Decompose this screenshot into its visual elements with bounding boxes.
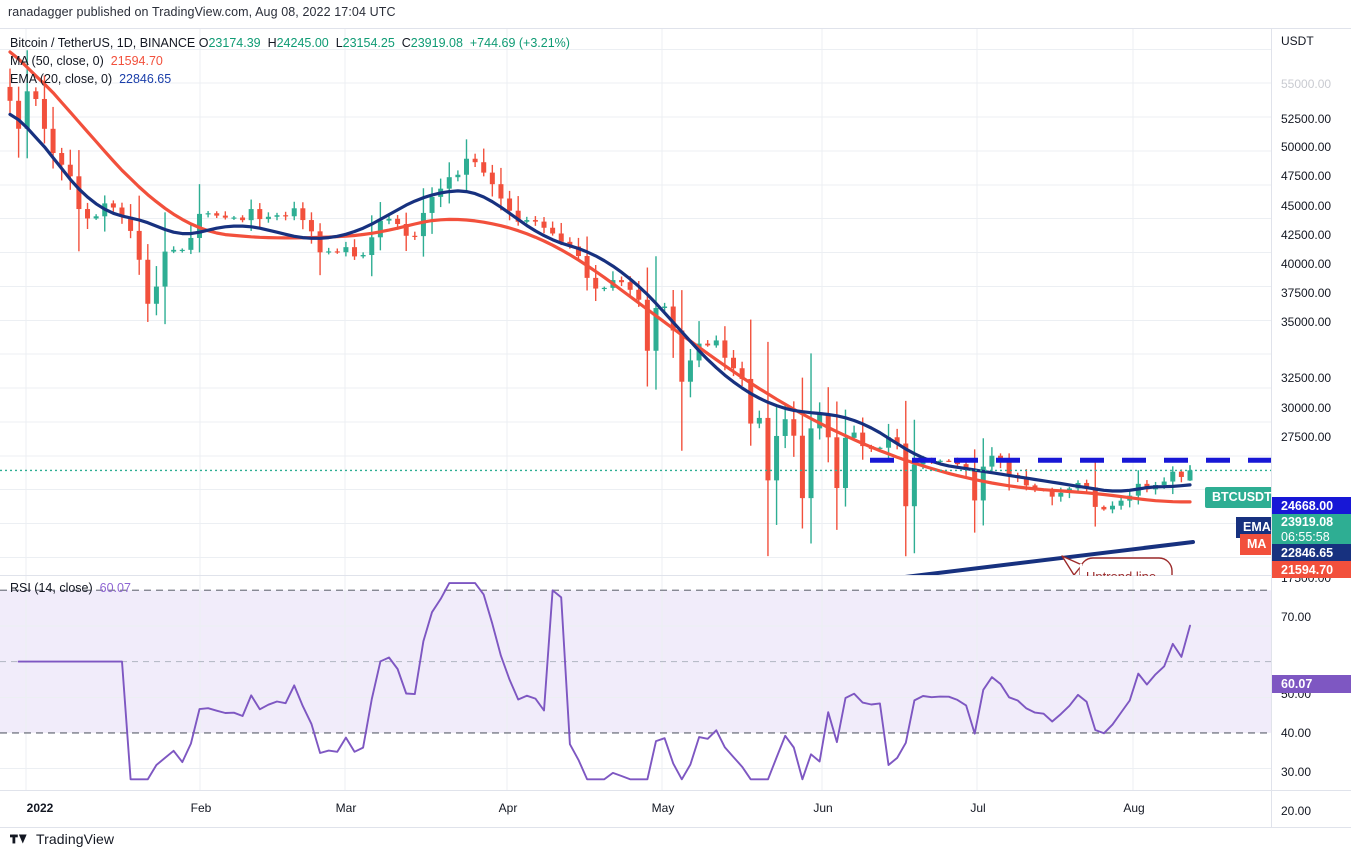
legend-open-value: 23174.39 <box>208 36 261 50</box>
publication-byline: ranadagger published on TradingView.com,… <box>8 5 396 19</box>
price-tick: 52500.00 <box>1281 112 1332 126</box>
time-tick: Jul <box>970 801 986 815</box>
legend-close-label: C <box>401 36 411 50</box>
price-tick: 35000.00 <box>1281 315 1332 329</box>
rsi-value-badge-label: 60.07 <box>1281 677 1313 691</box>
time-tick: Feb <box>190 801 212 815</box>
time-tick: Aug <box>1123 801 1145 815</box>
price-scale[interactable]: USDT 55000.00 52500.00 50000.00 47500.00 450… <box>1272 29 1351 829</box>
legend-low-value: 23154.25 <box>342 36 395 50</box>
legend-change: +744.69 (+3.21%) <box>469 36 570 50</box>
ema-20-line <box>8 112 1192 493</box>
price-tick: 40000.00 <box>1281 257 1332 271</box>
legend-high-label: H <box>267 36 277 50</box>
price-scale-unit: USDT <box>1281 34 1314 48</box>
ma-value-badge-value: 21594.70 <box>1281 562 1334 577</box>
rsi-legend-label: RSI (14, close) <box>10 581 93 595</box>
last-price-badge-countdown: 06:55:58 <box>1281 529 1330 544</box>
pane-separator <box>0 575 1271 576</box>
rsi-tick: 70.00 <box>1281 610 1312 624</box>
rsi-value-badge[interactable]: 60.07 <box>1272 675 1351 693</box>
price-tick: 30000.00 <box>1281 401 1332 415</box>
ma-value-badge[interactable]: 21594.70 <box>1272 561 1351 578</box>
tradingview-brand-label: TradingView <box>36 831 115 847</box>
ma-tag[interactable]: MA <box>1240 534 1271 555</box>
tradingview-footer: TradingView <box>10 831 114 847</box>
time-axis-separator <box>0 790 1351 791</box>
time-tick: Apr <box>498 801 518 815</box>
ema-legend-value: 22846.65 <box>119 72 172 86</box>
ema-tag[interactable]: EMA <box>1236 517 1271 538</box>
legend-symbol: Bitcoin / TetherUS, 1D, BINANCE <box>10 36 196 50</box>
price-tick: 37500.00 <box>1281 286 1332 300</box>
price-tick: 50000.00 <box>1281 140 1332 154</box>
rsi-legend-value: 60.07 <box>99 581 131 595</box>
last-price-badge-value: 23919.08 <box>1281 514 1334 529</box>
ma-legend-label: MA (50, close, 0) <box>10 54 104 68</box>
price-axis-separator <box>1271 29 1272 827</box>
last-price-badge[interactable]: 23919.08 06:55:58 <box>1272 514 1351 544</box>
resistance-level-badge[interactable]: 24668.00 <box>1272 497 1351 514</box>
rsi-line <box>17 582 1191 781</box>
candlestick-series <box>7 50 1193 557</box>
time-tick: Jun <box>813 801 833 815</box>
rsi-series-layer <box>0 576 1271 790</box>
legend-close-value: 23919.08 <box>410 36 463 50</box>
tradingview-logo-icon <box>10 834 27 844</box>
rsi-tick: 40.00 <box>1281 726 1312 740</box>
chart-frame: Bitcoin / TetherUS, 1D, BINANCE O23174.3… <box>0 28 1351 828</box>
resistance-level-badge-value: 24668.00 <box>1281 498 1334 513</box>
time-tick: May <box>651 801 675 815</box>
ema-legend: EMA (20, close, 0) 22846.65 <box>10 72 171 86</box>
rsi-legend: RSI (14, close) 60.07 <box>10 581 131 595</box>
uptrend-line <box>904 540 1195 575</box>
rsi-pane[interactable] <box>0 576 1271 790</box>
ticker-tag[interactable]: BTCUSDT <box>1205 487 1272 508</box>
price-pane[interactable] <box>0 29 1271 575</box>
price-tick: 55000.00 <box>1281 77 1332 91</box>
ema-value-badge-value: 22846.65 <box>1281 545 1334 560</box>
ma-legend: MA (50, close, 0) 21594.70 <box>10 54 163 68</box>
ema-legend-label: EMA (20, close, 0) <box>10 72 113 86</box>
ma-50-line <box>8 50 1192 504</box>
legend-low-label: L <box>335 36 343 50</box>
price-tick: 47500.00 <box>1281 169 1332 183</box>
legend-high-value: 24245.00 <box>276 36 329 50</box>
ema-value-badge[interactable]: 22846.65 <box>1272 544 1351 561</box>
price-series-layer <box>0 29 1271 575</box>
uptrend-line-callout <box>1061 555 1173 575</box>
price-tick: 32500.00 <box>1281 371 1332 385</box>
rsi-tick: 20.00 <box>1281 804 1312 818</box>
price-legend: Bitcoin / TetherUS, 1D, BINANCE O23174.3… <box>10 36 570 50</box>
price-tick: 27500.00 <box>1281 430 1332 444</box>
rsi-tick: 30.00 <box>1281 765 1312 779</box>
time-tick: Mar <box>335 801 357 815</box>
legend-open-label: O <box>198 36 209 50</box>
price-tick: 45000.00 <box>1281 199 1332 213</box>
time-scale[interactable]: 2022 Feb Mar Apr May Jun Jul Aug <box>0 791 1271 829</box>
price-tick: 42500.00 <box>1281 228 1332 242</box>
ma-legend-value: 21594.70 <box>110 54 163 68</box>
time-tick: 2022 <box>26 801 54 815</box>
